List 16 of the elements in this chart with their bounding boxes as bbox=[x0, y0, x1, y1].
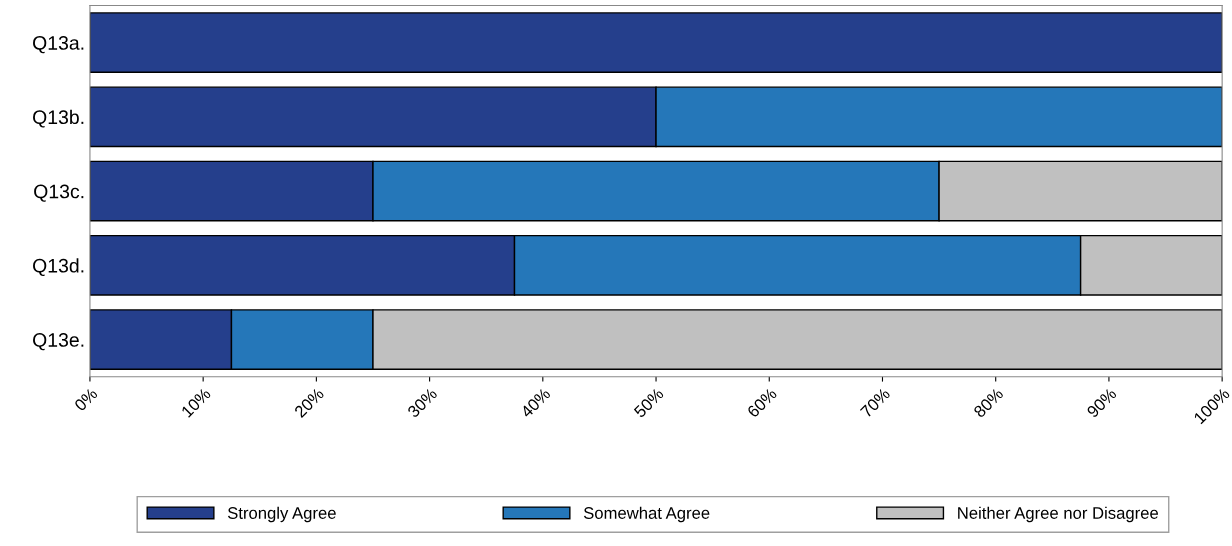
x-tick-label: 70% bbox=[859, 387, 891, 419]
x-tick-label: 90% bbox=[1086, 387, 1118, 419]
x-tick-label: 50% bbox=[633, 387, 665, 419]
x-tick-label: 30% bbox=[406, 387, 438, 419]
x-tick-label: 0% bbox=[73, 387, 99, 412]
y-tick-label: Q13d. bbox=[33, 258, 84, 277]
x-tick-label: 80% bbox=[972, 387, 1004, 419]
x-tick-label: 40% bbox=[519, 387, 552, 419]
x-tick-label: 60% bbox=[746, 387, 778, 419]
legend-label: Somewhat Agree bbox=[583, 506, 710, 523]
y-tick-label: Q13b. bbox=[33, 109, 84, 128]
y-tick-label: Q13e. bbox=[33, 333, 84, 351]
y-tick-label: Q13a. bbox=[33, 36, 84, 54]
legend-label: Neither Agree nor Disagree bbox=[958, 506, 1158, 523]
y-tick-label: Q13c. bbox=[34, 184, 84, 202]
legend-label: Strongly Agree bbox=[227, 506, 336, 523]
